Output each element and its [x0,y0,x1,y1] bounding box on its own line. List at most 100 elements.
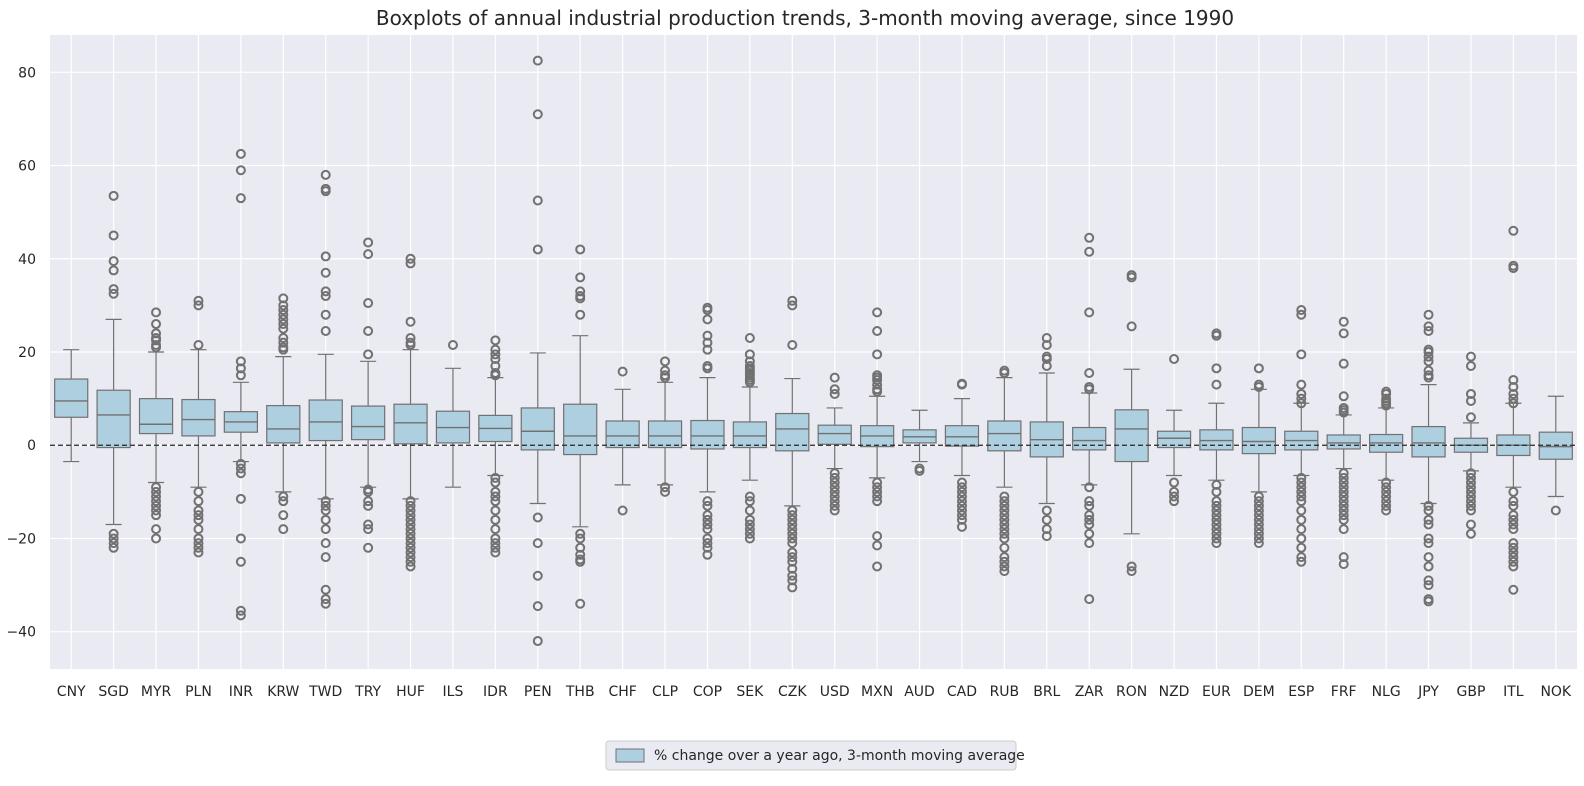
outlier-point [787,514,798,525]
box-brl [1029,333,1064,542]
box-inr [223,148,259,621]
outlier-point [1465,412,1476,423]
outlier-point [956,500,967,511]
outlier-point [1423,309,1434,320]
outlier-point [490,472,501,483]
x-tick-label: TRY [354,684,381,700]
outlier-point [1169,477,1180,488]
outlier-point [1296,514,1307,525]
outlier-point [787,575,798,586]
outlier-point [1423,372,1434,383]
outlier-point [787,556,798,567]
iqr-box [181,398,216,437]
outlier-point [490,344,501,355]
x-tick-label: CZK [778,684,807,700]
x-tick-label: DEM [1243,684,1275,700]
x-tick-label: PLN [185,684,212,700]
outlier-point [575,542,586,553]
outlier-point [1338,496,1349,507]
outlier-point [1338,391,1349,402]
outlier-point [956,482,967,493]
outlier-point [1084,384,1095,395]
x-tick-label: PEN [524,684,552,700]
outlier-point [1381,491,1392,502]
x-tick-label: FRF [1331,684,1357,700]
outlier-point [1465,500,1476,511]
x-tick-label: RON [1116,684,1147,700]
outlier-point [193,295,204,306]
outlier-point [1338,524,1349,535]
outlier-point [1296,379,1307,390]
outlier-point [1253,533,1264,544]
outlier-point [1169,353,1180,364]
outlier-point [235,610,246,621]
outlier-point [405,519,416,530]
outlier-point [1211,363,1222,374]
iqr-box [1326,434,1361,450]
outlier-point [744,505,755,516]
outlier-point [1296,496,1307,507]
outlier-point [193,533,204,544]
outlier-point [1084,482,1095,493]
outlier-point [151,307,162,318]
outlier-point [872,540,883,551]
outlier-point [320,286,331,297]
outlier-point [1338,491,1349,502]
outlier-point [1381,477,1392,488]
x-tick-label: CAD [947,684,977,700]
outlier-point [999,566,1010,577]
outlier-point [490,360,501,371]
outlier-point [1253,514,1264,525]
iqr-box [393,403,428,445]
outlier-point [1423,326,1434,337]
outlier-point [363,542,374,553]
x-tick-label: JPY [1417,684,1439,700]
outlier-point [193,514,204,525]
outlier-point [490,370,501,381]
iqr-box [944,425,980,447]
outlier-point [1041,353,1052,364]
outlier-point [1465,519,1476,530]
outlier-point [1041,360,1052,371]
outlier-point [787,505,798,516]
outlier-point [1465,468,1476,479]
outlier-point [1296,393,1307,404]
outlier-point [872,477,883,488]
x-tick-label: THB [565,684,595,700]
outlier-point [1423,533,1434,544]
outlier-point [787,533,798,544]
outlier-point [660,486,671,497]
outlier-point [490,524,501,535]
outlier-point [1253,528,1264,539]
outlier-point [1084,367,1095,378]
outlier-point [1465,351,1476,362]
x-tick-label: ZAR [1075,684,1104,700]
outlier-point [744,333,755,344]
outlier-point [1508,584,1519,595]
outlier-point [1253,491,1264,502]
outlier-point [405,340,416,351]
outlier-point [532,570,543,581]
outlier-point [1338,407,1349,418]
outlier-point [151,533,162,544]
outlier-point [1126,561,1137,572]
outlier-point [1211,500,1222,511]
outlier-point [999,561,1010,572]
iqr-box [1156,430,1192,449]
outlier-point [320,514,331,525]
outlier-point [532,512,543,523]
outlier-point [151,510,162,521]
outlier-point [405,524,416,535]
legend[interactable]: % change over a year ago, 3-month moving… [605,740,1025,771]
box-krw [266,293,301,535]
outlier-point [1296,533,1307,544]
outlier-point [151,500,162,511]
outlier-point [1296,305,1307,316]
outlier-point [744,533,755,544]
outlier-point [829,482,840,493]
outlier-point [1084,514,1095,525]
outlier-point [193,486,204,497]
outlier-point [235,463,246,474]
outlier-point [702,514,713,525]
box-twd [308,169,343,609]
